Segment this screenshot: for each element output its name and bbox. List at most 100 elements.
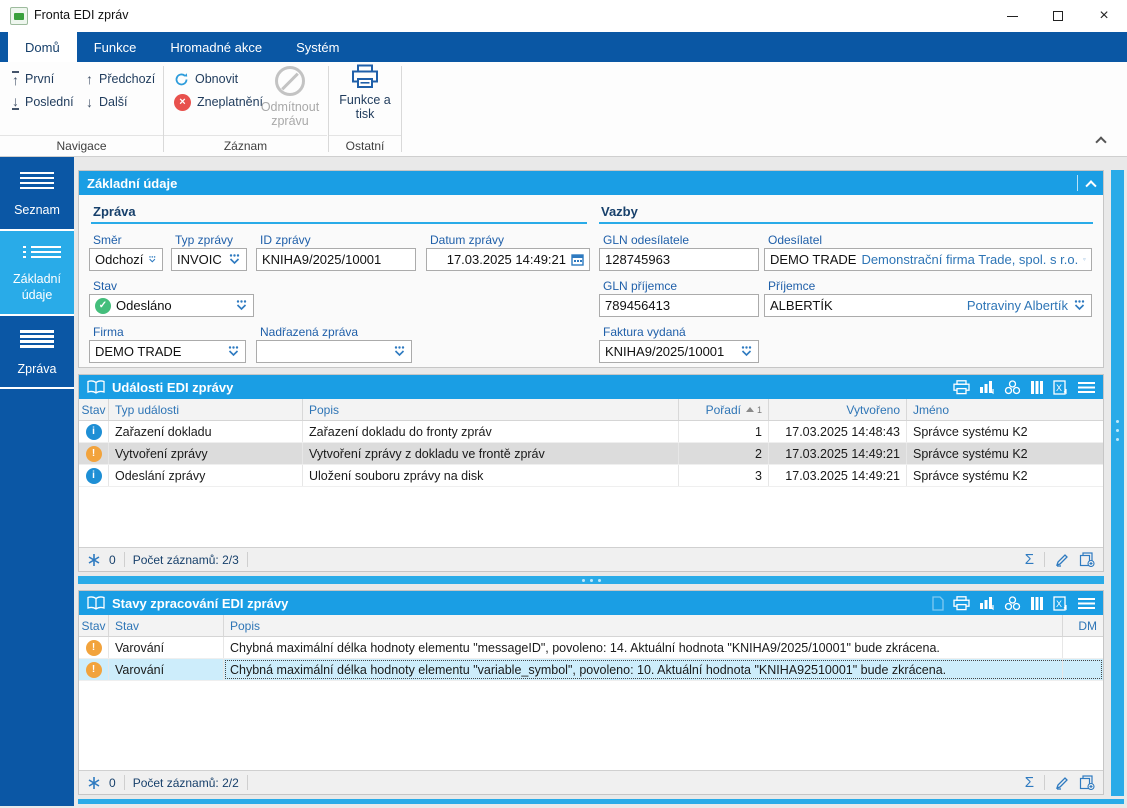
tab-hromadne-akce[interactable]: Hromadné akce: [170, 39, 263, 55]
tab-system[interactable]: Systém: [296, 39, 340, 55]
collapse-panel-button[interactable]: [1085, 179, 1097, 192]
dropdown-icon[interactable]: [1083, 253, 1086, 266]
funkce-a-tisk-button[interactable]: Funkce a tisk: [333, 64, 397, 121]
last-button[interactable]: ↓ Poslední: [12, 93, 74, 110]
dropdown-icon[interactable]: [148, 253, 157, 266]
datum-zpravy-field[interactable]: 17.03.2025 14:49:21: [426, 248, 590, 271]
chevron-up-icon: [1085, 180, 1097, 192]
dropdown-icon[interactable]: [1073, 299, 1086, 312]
col-jmeno[interactable]: Jméno: [913, 402, 950, 417]
state-name: Varování: [109, 659, 224, 680]
stav-field[interactable]: ✓ Odesláno: [89, 294, 254, 317]
excel-export-icon[interactable]: X: [1053, 379, 1069, 395]
col-stav[interactable]: Stav: [79, 615, 109, 636]
window-title: Fronta EDI zpráv: [34, 8, 129, 22]
firma-label: Firma: [93, 325, 124, 339]
next-button[interactable]: ↓ Další: [86, 94, 128, 110]
previous-button[interactable]: ↑ Předchozí: [86, 71, 156, 87]
next-icon: ↓: [86, 94, 93, 110]
col-typ-udalosti[interactable]: Typ události: [109, 399, 303, 420]
faktura-vydana-label: Faktura vydaná: [603, 325, 686, 339]
close-icon: ×: [1099, 7, 1109, 24]
state-row-1[interactable]: ! Varování Chybná maximální délka hodnot…: [79, 637, 1103, 659]
events-column-header[interactable]: Stav Typ události Popis Pořadí 1 Vytvoře…: [79, 399, 1103, 421]
copy-add-icon[interactable]: [1079, 775, 1095, 790]
minimize-button[interactable]: [989, 0, 1035, 32]
sum-icon[interactable]: Σ: [1024, 551, 1034, 568]
smer-value: Odchozí: [95, 252, 144, 267]
sidebar: Seznam Základní údaje Zpráva: [0, 157, 74, 806]
workflow-icon[interactable]: [1004, 595, 1021, 611]
horizontal-splitter[interactable]: [78, 576, 1104, 584]
sum-icon[interactable]: Σ: [1024, 774, 1034, 791]
state-desc: Chybná maximální délka hodnoty elementu …: [224, 659, 1063, 680]
id-zpravy-field[interactable]: KNIHA9/2025/10001: [256, 248, 416, 271]
maximize-icon: [1053, 11, 1063, 21]
first-button[interactable]: ↑ První: [12, 71, 55, 88]
state-row-2[interactable]: ! Varování Chybná maximální délka hodnot…: [79, 659, 1103, 681]
edit-icon[interactable]: [1055, 553, 1069, 567]
states-column-header[interactable]: Stav Stav Popis DM: [79, 615, 1103, 637]
copy-add-icon[interactable]: [1079, 552, 1095, 567]
typ-zpravy-field[interactable]: INVOIC: [171, 248, 247, 271]
sidebar-item-seznam[interactable]: Seznam: [0, 157, 74, 231]
event-row-3[interactable]: i Odeslání zprávy Uložení souboru zprávy…: [79, 465, 1103, 487]
invalidate-button[interactable]: × Zneplatnění: [170, 91, 267, 113]
maximize-button[interactable]: [1035, 0, 1081, 32]
col-poradi[interactable]: Pořadí 1: [679, 399, 769, 420]
print-icon[interactable]: [953, 379, 970, 395]
vertical-splitter[interactable]: [1111, 170, 1124, 796]
columns-icon[interactable]: [1030, 380, 1044, 395]
col-stav2[interactable]: Stav: [109, 615, 224, 636]
basic-data-panel: Základní údaje Zpráva Vazby Směr Odchozí…: [78, 170, 1104, 368]
menu-icon[interactable]: [1078, 597, 1095, 610]
faktura-vydana-field[interactable]: KNIHA9/2025/10001: [599, 340, 759, 363]
refresh-button[interactable]: Obnovit: [170, 68, 242, 90]
dropdown-icon[interactable]: [228, 253, 241, 266]
col-dm[interactable]: DM: [1078, 618, 1097, 633]
col-popis[interactable]: Popis: [224, 615, 1063, 636]
dropdown-icon[interactable]: [740, 345, 753, 358]
col-vytvoreno[interactable]: Vytvořeno: [769, 399, 907, 420]
dropdown-icon[interactable]: [235, 299, 248, 312]
edit-icon[interactable]: [1055, 776, 1069, 790]
faktura-vydana-value: KNIHA9/2025/10001: [605, 344, 725, 359]
columns-icon[interactable]: [1030, 596, 1044, 611]
smer-field[interactable]: Odchozí: [89, 248, 163, 271]
event-row-1[interactable]: i Zařazení dokladu Zařazení dokladu do f…: [79, 421, 1103, 443]
calendar-icon[interactable]: [571, 253, 584, 266]
workflow-icon[interactable]: [1004, 379, 1021, 395]
states-panel-title: Stavy zpracování EDI zprávy: [112, 595, 289, 611]
menu-icon[interactable]: [1078, 381, 1095, 394]
event-desc: Zařazení dokladu do fronty zpráv: [303, 421, 679, 442]
event-row-2[interactable]: ! Vytvoření zprávy Vytvoření zprávy z do…: [79, 443, 1103, 465]
gln-prijemce-field[interactable]: 789456413: [599, 294, 759, 317]
excel-export-icon[interactable]: X: [1053, 595, 1069, 611]
odesilatel-field[interactable]: DEMO TRADE Demonstrační firma Trade, spo…: [764, 248, 1092, 271]
tab-funkce[interactable]: Funkce: [93, 39, 137, 55]
state-desc: Chybná maximální délka hodnoty elementu …: [224, 637, 1063, 658]
print-icon[interactable]: [953, 595, 970, 611]
tab-domu[interactable]: Domů: [8, 32, 77, 62]
previous-icon: ↑: [86, 71, 93, 87]
dropdown-icon[interactable]: [393, 345, 406, 358]
chart-icon[interactable]: [979, 380, 995, 395]
prijemce-field[interactable]: ALBERTÍK Potraviny Albertík: [764, 294, 1092, 317]
col-popis[interactable]: Popis: [303, 399, 679, 420]
typ-zpravy-value: INVOIC: [177, 252, 222, 267]
nadrazena-zprava-field[interactable]: [256, 340, 412, 363]
sidebar-item-zprava[interactable]: Zpráva: [0, 316, 74, 390]
sidebar-item-zakladni-udaje[interactable]: Základní údaje: [0, 230, 74, 316]
chart-icon[interactable]: [979, 596, 995, 611]
event-type: Zařazení dokladu: [109, 421, 303, 442]
group-label-zaznam: Záznam: [164, 135, 327, 153]
event-type: Vytvoření zprávy: [109, 443, 303, 464]
message-icon: [20, 328, 54, 351]
gln-odesilatele-field[interactable]: 128745963: [599, 248, 759, 271]
ribbon-collapse-button[interactable]: [1095, 136, 1107, 148]
id-zpravy-label: ID zprávy: [260, 233, 311, 247]
close-button[interactable]: ×: [1081, 0, 1127, 32]
dropdown-icon[interactable]: [227, 345, 240, 358]
firma-field[interactable]: DEMO TRADE: [89, 340, 246, 363]
col-stav[interactable]: Stav: [79, 399, 109, 420]
